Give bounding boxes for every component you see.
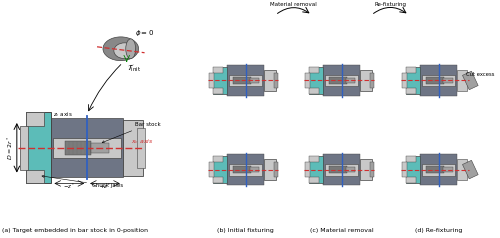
Text: $D = 2r^*$: $D = 2r^*$ bbox=[6, 136, 15, 160]
Ellipse shape bbox=[126, 39, 136, 59]
Bar bbox=[309, 88, 319, 94]
Bar bbox=[52, 118, 123, 178]
Text: $+z^*$: $+z^*$ bbox=[99, 181, 111, 191]
Bar bbox=[213, 88, 223, 94]
Bar bbox=[274, 73, 278, 88]
Bar bbox=[213, 156, 226, 183]
Bar bbox=[228, 164, 262, 175]
Bar bbox=[325, 164, 358, 175]
Bar bbox=[406, 67, 420, 94]
Bar bbox=[26, 112, 52, 183]
Text: (c) Material removal: (c) Material removal bbox=[310, 228, 374, 233]
Bar bbox=[136, 128, 144, 168]
Bar bbox=[305, 162, 310, 178]
Bar bbox=[228, 74, 262, 86]
Ellipse shape bbox=[114, 43, 136, 59]
Text: Re-fixturing: Re-fixturing bbox=[374, 2, 406, 7]
Bar bbox=[213, 67, 226, 94]
Bar bbox=[213, 67, 223, 73]
Bar bbox=[323, 154, 360, 185]
Text: Material removal: Material removal bbox=[270, 2, 317, 7]
Bar bbox=[462, 71, 478, 90]
Bar bbox=[309, 156, 319, 162]
Bar bbox=[346, 78, 356, 83]
Bar bbox=[360, 69, 372, 91]
Bar bbox=[420, 64, 458, 96]
Bar bbox=[309, 156, 323, 183]
Text: $z_c$ axis: $z_c$ axis bbox=[54, 110, 73, 119]
Bar bbox=[458, 159, 468, 180]
Bar bbox=[406, 88, 416, 94]
Bar bbox=[226, 154, 264, 185]
Bar bbox=[20, 126, 28, 169]
Bar bbox=[422, 74, 456, 86]
Bar bbox=[370, 162, 374, 178]
Bar bbox=[250, 167, 260, 172]
Bar bbox=[328, 77, 346, 84]
Bar bbox=[442, 78, 452, 83]
Bar bbox=[420, 154, 458, 185]
Bar bbox=[309, 67, 319, 73]
Bar bbox=[309, 67, 323, 94]
Bar bbox=[123, 120, 142, 175]
Bar bbox=[328, 166, 346, 173]
Bar bbox=[406, 156, 420, 183]
Bar bbox=[232, 166, 250, 173]
Text: (b) Initial fixturing: (b) Initial fixturing bbox=[217, 228, 274, 233]
Text: $\mathcal{T}_{\mathrm{init}}$: $\mathcal{T}_{\mathrm{init}}$ bbox=[126, 63, 141, 74]
Bar bbox=[213, 156, 223, 162]
Bar bbox=[232, 77, 250, 84]
Bar bbox=[402, 162, 407, 178]
Bar bbox=[402, 73, 407, 88]
Bar bbox=[226, 64, 264, 96]
Text: (a) Target embedded in bar stock in 0-position: (a) Target embedded in bar stock in 0-po… bbox=[2, 228, 148, 233]
Bar bbox=[406, 67, 416, 73]
Bar bbox=[309, 178, 319, 183]
Bar bbox=[54, 138, 121, 158]
Bar bbox=[213, 178, 223, 183]
Bar bbox=[370, 73, 374, 88]
Bar bbox=[209, 162, 214, 178]
Bar bbox=[264, 69, 276, 91]
Bar bbox=[458, 69, 468, 91]
Bar bbox=[209, 73, 214, 88]
Bar bbox=[360, 159, 372, 180]
Bar bbox=[323, 64, 360, 96]
Bar bbox=[66, 141, 91, 155]
Bar bbox=[26, 112, 44, 126]
Bar bbox=[305, 73, 310, 88]
Bar bbox=[346, 167, 356, 172]
Bar bbox=[422, 164, 456, 175]
Text: Cut excess: Cut excess bbox=[466, 72, 495, 77]
Bar bbox=[462, 160, 478, 179]
Text: $-z^*$: $-z^*$ bbox=[64, 181, 76, 191]
Bar bbox=[406, 178, 416, 183]
Bar bbox=[250, 78, 260, 83]
Ellipse shape bbox=[103, 37, 138, 61]
Bar bbox=[325, 74, 358, 86]
Text: Chuck jaws: Chuck jaws bbox=[42, 175, 123, 188]
Text: $\phi = 0$: $\phi = 0$ bbox=[134, 28, 154, 38]
Bar bbox=[264, 159, 276, 180]
Text: (d) Re-fixturing: (d) Re-fixturing bbox=[415, 228, 463, 233]
Bar bbox=[26, 169, 44, 183]
Bar bbox=[406, 156, 416, 162]
Bar bbox=[426, 166, 444, 173]
Bar bbox=[91, 143, 109, 153]
Bar bbox=[426, 77, 444, 84]
Bar bbox=[274, 162, 278, 178]
Text: $x_c$ axis: $x_c$ axis bbox=[130, 137, 154, 146]
Bar bbox=[442, 167, 452, 172]
Text: Bar stock: Bar stock bbox=[102, 122, 160, 143]
